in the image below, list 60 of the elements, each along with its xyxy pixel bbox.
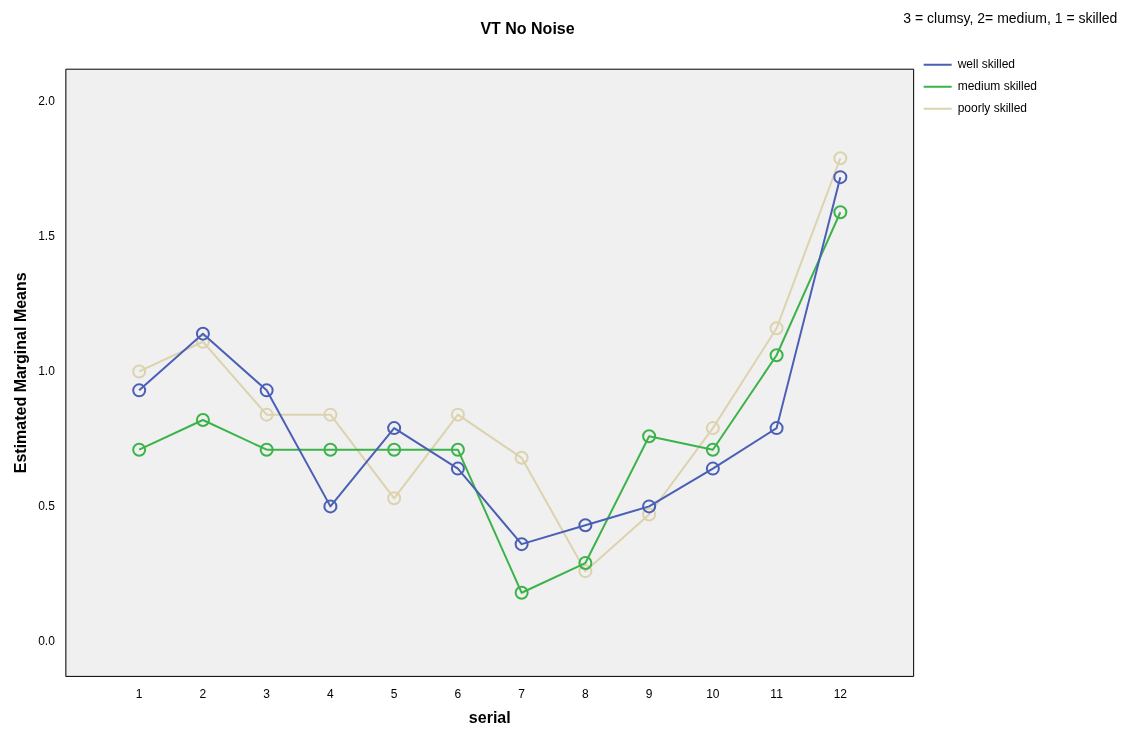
point xyxy=(195,413,210,428)
y-tick-label: 0.5 xyxy=(38,498,56,513)
point xyxy=(323,499,338,514)
point xyxy=(578,556,593,571)
point xyxy=(323,442,338,457)
x-tick-label: 5 xyxy=(390,686,398,701)
legend-label: well skilled xyxy=(956,57,1015,72)
y-tick-label: 2.0 xyxy=(38,93,56,108)
legend-label: poorly skilled xyxy=(957,101,1028,116)
point xyxy=(450,461,465,476)
y-axis-title: Estimated Marginal Means xyxy=(12,272,30,474)
point xyxy=(195,326,210,341)
point xyxy=(259,442,274,457)
x-tick-label: 11 xyxy=(770,686,784,701)
y-tick-label: 0.0 xyxy=(38,633,56,648)
point xyxy=(833,170,848,185)
point xyxy=(578,518,593,533)
point xyxy=(642,499,657,514)
point xyxy=(642,429,657,444)
point xyxy=(387,442,402,457)
point xyxy=(705,421,720,436)
point xyxy=(450,407,465,422)
y-tick-label: 1.0 xyxy=(38,363,56,378)
point xyxy=(514,585,529,600)
point xyxy=(705,461,720,476)
point xyxy=(833,151,848,166)
point xyxy=(132,383,147,398)
y-tick-label: 1.5 xyxy=(38,228,56,243)
legend-label: medium skilled xyxy=(957,79,1037,94)
x-tick-label: 8 xyxy=(582,686,590,701)
point xyxy=(259,383,274,398)
x-tick-label: 6 xyxy=(454,686,462,701)
point xyxy=(514,537,529,552)
chart-title: VT No Noise xyxy=(480,20,575,38)
point xyxy=(132,442,147,457)
x-tick-label: 10 xyxy=(706,686,720,701)
point xyxy=(578,564,593,579)
point xyxy=(387,491,402,506)
point xyxy=(450,442,465,457)
x-tick-label: 12 xyxy=(833,686,848,701)
point xyxy=(833,205,848,220)
point xyxy=(195,334,210,349)
legend-title: 3 = clumsy, 2= medium, 1 = skilled xyxy=(903,9,1118,26)
point xyxy=(705,442,720,457)
point xyxy=(323,407,338,422)
x-tick-label: 4 xyxy=(327,686,335,701)
point xyxy=(769,348,784,363)
x-tick-label: 1 xyxy=(135,686,143,701)
x-tick-label: 7 xyxy=(518,686,526,701)
x-tick-label: 2 xyxy=(199,686,207,701)
point xyxy=(514,450,529,465)
point xyxy=(769,421,784,436)
point xyxy=(642,507,657,522)
x-tick-label: 3 xyxy=(263,686,271,701)
point xyxy=(387,421,402,436)
point xyxy=(259,407,274,422)
x-axis-title: serial xyxy=(468,708,511,726)
x-tick-label: 9 xyxy=(645,686,653,701)
point xyxy=(769,321,784,336)
point xyxy=(132,364,147,379)
